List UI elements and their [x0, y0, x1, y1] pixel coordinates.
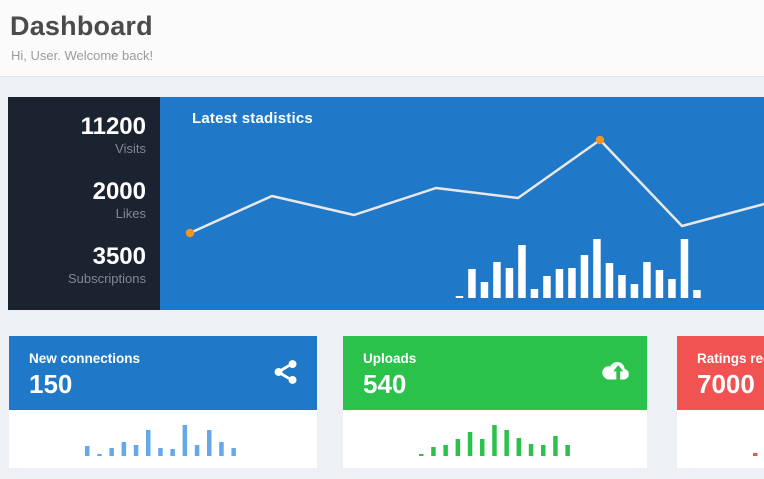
uploads-header: Uploads 540: [343, 336, 647, 410]
cloud-upload-icon: [597, 358, 631, 389]
ratings-received-header: Ratings received 7000: [677, 336, 764, 410]
chart-title: Latest stadistics: [192, 110, 313, 127]
uploads-sparkline: [343, 410, 647, 468]
ratings-received-sparkline: [677, 410, 764, 468]
new-connections-sparkline: [9, 410, 317, 468]
new-connections-value: 150: [29, 369, 73, 399]
page-title: Dashboard: [10, 11, 153, 41]
new-connections-card[interactable]: New connections 150: [9, 336, 317, 468]
subscriptions-value: 3500: [92, 243, 146, 270]
visits-label: Visits: [115, 141, 146, 156]
uploads-card[interactable]: Uploads 540: [343, 336, 647, 468]
visits-value: 11200: [80, 113, 146, 140]
uploads-label: Uploads: [363, 351, 417, 366]
kpi-visits: 11200 Visits: [8, 114, 146, 158]
stats-summary-panel: 11200 Visits 2000 Likes 3500 Subscriptio…: [8, 97, 160, 310]
uploads-value: 540: [363, 369, 407, 399]
welcome-text: Hi, User. Welcome back!: [11, 48, 154, 63]
new-connections-header: New connections 150: [9, 336, 317, 410]
subscriptions-label: Subscriptions: [67, 271, 146, 286]
page-header: Dashboard Hi, User. Welcome back!: [0, 0, 764, 77]
statistics-bar-chart: [455, 239, 701, 298]
share-icon: [271, 358, 301, 391]
statistics-line-chart[interactable]: [160, 97, 764, 310]
statistics-chart-panel: Latest stadistics: [160, 97, 764, 310]
likes-label: Likes: [115, 206, 146, 221]
ratings-received-label: Ratings received: [697, 351, 764, 366]
ratings-received-value: 7000: [697, 369, 755, 399]
new-connections-label: New connections: [29, 351, 141, 366]
likes-value: 2000: [92, 178, 146, 205]
kpi-likes: 2000 Likes: [8, 179, 146, 223]
kpi-subscriptions: 3500 Subscriptions: [8, 244, 146, 288]
ratings-received-card[interactable]: Ratings received 7000: [677, 336, 764, 468]
